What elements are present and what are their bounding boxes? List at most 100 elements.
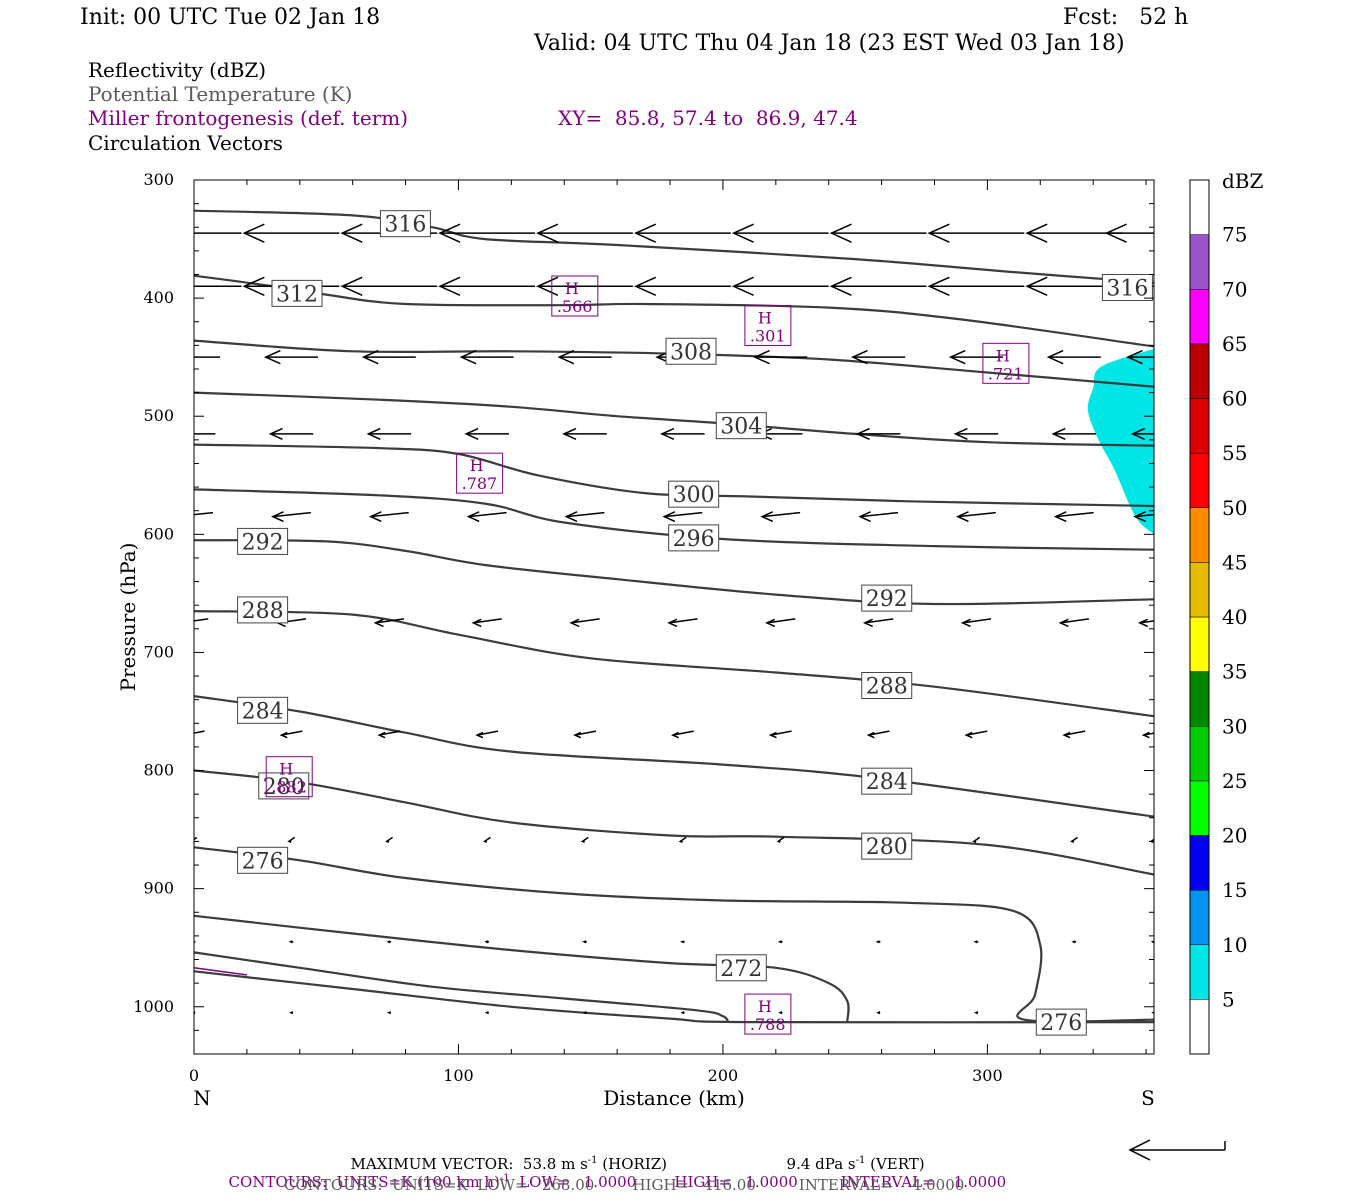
vector-head <box>680 1011 685 1015</box>
vector-head <box>1141 731 1150 739</box>
colorbar-label-50: 50 <box>1222 496 1247 520</box>
vector-head <box>670 731 679 739</box>
vector-head <box>459 349 477 365</box>
vector-head <box>173 429 185 440</box>
vector-head <box>268 427 283 441</box>
max-vector-vert-line: 9.4 dPa s-1 (VERT) <box>777 1141 925 1172</box>
theta-contour-272 <box>194 914 850 1023</box>
vector-shaft <box>272 511 311 518</box>
colorbar-segment-2 <box>1189 835 1210 891</box>
vector-0-8 <box>927 223 1025 243</box>
vector-2-3 <box>459 349 514 365</box>
fronto-max-label-0: H <box>565 279 579 298</box>
vector-3-1 <box>268 427 314 441</box>
vector-3-10 <box>1130 427 1154 441</box>
vector-head <box>580 839 585 843</box>
y-axis-label: Pressure (hPa) <box>116 543 140 692</box>
theta-contour-268 <box>194 951 730 1023</box>
colorbar-label-45: 45 <box>1222 550 1247 574</box>
vector-1-7 <box>829 276 927 296</box>
vector-head <box>964 731 973 739</box>
max-vector-vert: 9.4 dPa s <box>786 1155 856 1173</box>
theta-label-316: 316 <box>384 213 426 238</box>
vector-9-6 <box>778 1011 783 1015</box>
vector-4-9 <box>1053 511 1094 523</box>
colorbar-label-20: 20 <box>1222 824 1247 848</box>
forecast-hour: Fcst: 52 h <box>1063 5 1189 30</box>
vector-shaft <box>1055 511 1094 518</box>
vector-4-2 <box>368 511 409 523</box>
vector-shaft <box>868 730 890 736</box>
field-vectors: Circulation Vectors <box>88 131 283 155</box>
theta-label-272-box <box>715 954 767 982</box>
colorbar-segment-5 <box>1189 671 1210 727</box>
vector-head <box>765 618 776 628</box>
vector-3-2 <box>366 427 412 441</box>
colorbar-segment-3 <box>1189 780 1210 836</box>
init-time: Init: 00 UTC Tue 02 Jan 18 <box>80 5 381 30</box>
vector-6-1 <box>279 730 303 739</box>
colorbar-label-5: 5 <box>1222 987 1235 1011</box>
vector-head <box>678 839 683 843</box>
theta-label-308: 308 <box>670 340 712 365</box>
colorbar-label-70: 70 <box>1222 277 1247 301</box>
vector-5-7 <box>862 618 894 628</box>
fronto-max-box-5 <box>744 993 792 1035</box>
vector-9-7 <box>876 1011 881 1015</box>
theta-label-272: 272 <box>720 957 762 982</box>
vector-head <box>287 839 292 843</box>
colorbar-label-65: 65 <box>1222 332 1247 356</box>
vector-shaft <box>476 730 499 736</box>
vector-head <box>536 276 559 296</box>
colorbar-segment-13 <box>1189 234 1210 290</box>
vector-7-8 <box>972 836 981 843</box>
vector-shaft <box>194 836 198 841</box>
vector-1-0 <box>194 285 242 288</box>
vector-8-4 <box>582 940 587 944</box>
vector-4-7 <box>858 511 899 523</box>
fronto-max-value-2: .721 <box>988 364 1024 383</box>
vector-6-4 <box>573 730 596 739</box>
fronto-max-label-4: H <box>279 760 293 779</box>
colorbar-segment-12 <box>1189 289 1210 345</box>
vector-head <box>1062 731 1071 739</box>
theta-label-312: 312 <box>276 282 318 307</box>
theta-label-276-b-box <box>1035 1008 1087 1036</box>
vector-7-9 <box>1069 836 1078 843</box>
axes-layer: 0 100 200 300 300 400 500 600 700 800 900 1000 <box>133 170 1154 1085</box>
vector-5-4 <box>569 618 600 628</box>
vector-head <box>279 731 288 739</box>
vector-head <box>960 618 971 628</box>
vector-6-6 <box>768 730 792 739</box>
vector-head <box>368 511 382 523</box>
vector-head <box>1046 349 1064 365</box>
max-vector-horiz-tail: (HORIZ) <box>597 1155 668 1173</box>
vector-shaft <box>1060 618 1090 624</box>
y-tick-label-700: 700 <box>143 642 174 661</box>
vector-6-0 <box>194 730 205 734</box>
vector-head <box>927 276 950 296</box>
vector-head <box>1130 427 1145 441</box>
vector-3-5 <box>660 427 705 441</box>
theta-label-292: 292 <box>242 530 284 555</box>
unit-exponent: -1 <box>587 1155 598 1166</box>
vector-head <box>288 940 293 944</box>
vector-shaft <box>1143 732 1154 736</box>
vector-3-8 <box>953 427 999 441</box>
vector-shaft <box>194 730 205 734</box>
vector-5-3 <box>471 618 502 628</box>
theta-contour-280 <box>194 769 1154 876</box>
vector-head <box>876 1011 881 1015</box>
vector-head <box>778 1011 783 1015</box>
vector-6-10 <box>1141 731 1154 739</box>
fronto-max-box-1 <box>744 305 792 347</box>
vector-1-8 <box>927 276 1025 296</box>
theta-contour-292 <box>194 539 1154 606</box>
vector-head <box>1053 511 1067 523</box>
vector-head <box>731 276 754 296</box>
vector-head <box>263 349 281 365</box>
vector-head <box>386 940 391 944</box>
vector-shaft <box>1134 513 1154 518</box>
x-tick-label-300: 300 <box>972 1066 1003 1085</box>
vector-head <box>973 940 978 944</box>
